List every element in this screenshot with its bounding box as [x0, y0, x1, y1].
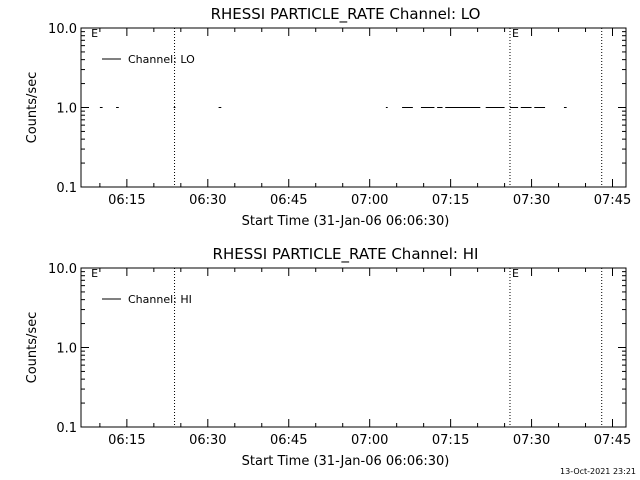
legend-label: Channel: HI: [128, 293, 192, 306]
x-tick-label: 07:45: [594, 193, 631, 208]
event-marker-label: E: [91, 267, 98, 280]
x-tick-label: 06:30: [189, 433, 226, 448]
legend-label: Channel: LO: [128, 53, 195, 66]
x-tick-label: 07:15: [432, 193, 469, 208]
x-tick-label: 07:45: [594, 433, 631, 448]
y-tick-label: 1.0: [56, 342, 77, 357]
chart-title: RHESSI PARTICLE_RATE Channel: LO: [211, 5, 481, 24]
x-tick-label: 06:15: [108, 193, 145, 208]
panel-2: RHESSI PARTICLE_RATE Channel: HI 10.0 1.0 0…: [25, 245, 631, 469]
y-tick-label: 10.0: [48, 262, 77, 277]
x-axis-label: Start Time (31-Jan-06 06:06:30): [242, 454, 450, 469]
x-tick-label: 06:30: [189, 193, 226, 208]
y-tick-label: 1.0: [56, 102, 77, 117]
y-tick-label: 10.0: [48, 22, 77, 37]
event-marker-label: E: [512, 27, 519, 40]
x-tick-label: 07:00: [351, 433, 388, 448]
x-tick-label: 06:45: [270, 433, 307, 448]
footer-timestamp: 13-Oct-2021 23:21: [560, 467, 636, 476]
y-tick-label: 0.1: [56, 181, 77, 196]
y-tick-label: 0.1: [56, 421, 77, 436]
event-marker-label: E: [512, 267, 519, 280]
x-tick-label: 07:30: [513, 193, 550, 208]
panel-1: RHESSI PARTICLE_RATE Channel: LO 10.0 1.0 0…: [25, 5, 631, 229]
y-axis-label: Counts/sec: [25, 312, 40, 384]
x-tick-label: 06:15: [108, 433, 145, 448]
plot-frame: [80, 267, 627, 428]
x-axis-label: Start Time (31-Jan-06 06:06:30): [242, 214, 450, 229]
x-tick-label: 06:45: [270, 193, 307, 208]
y-axis-label: Counts/sec: [25, 72, 40, 144]
x-tick-label: 07:00: [351, 193, 388, 208]
chart-title: RHESSI PARTICLE_RATE Channel: HI: [213, 245, 479, 264]
x-tick-label: 07:15: [432, 433, 469, 448]
event-marker-label: E: [91, 27, 98, 40]
x-tick-label: 07:30: [513, 433, 550, 448]
